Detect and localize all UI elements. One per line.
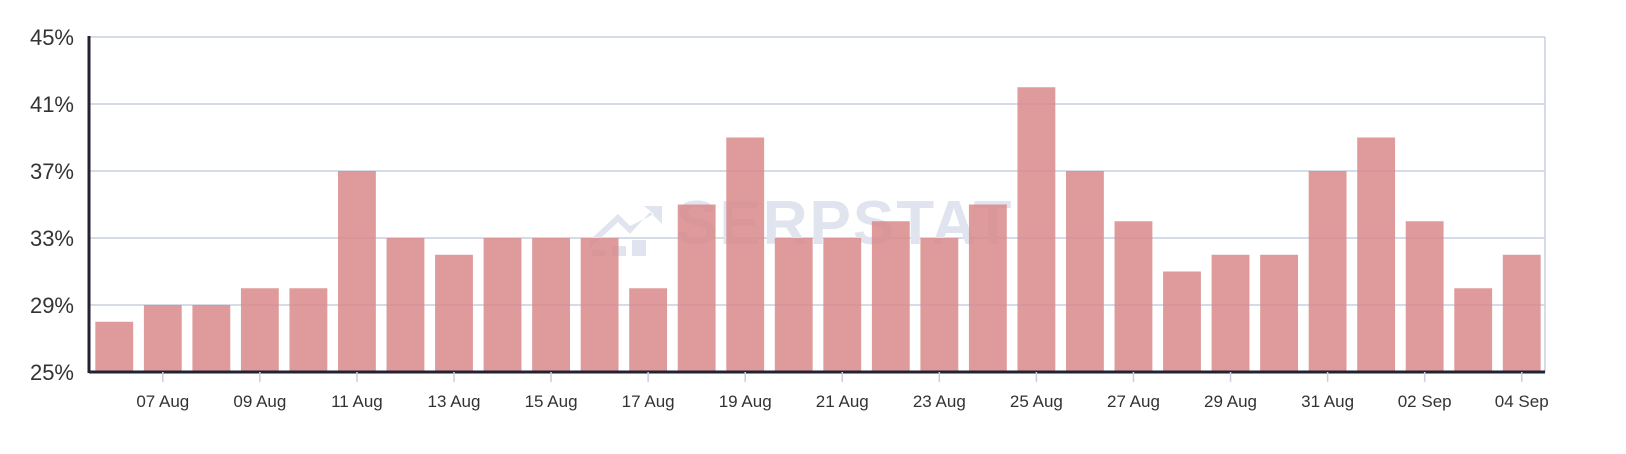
bar-08-aug[interactable] (192, 305, 231, 372)
y-axis-ticks: 25% 29% 33% 37% 41% 45% (30, 25, 74, 385)
x-tick-label: 21 Aug (816, 392, 869, 411)
bars (95, 87, 1541, 373)
bar-13-aug[interactable] (435, 254, 473, 372)
bar-11-aug[interactable] (338, 171, 376, 372)
x-tick-label: 04 Sep (1495, 392, 1549, 411)
bar-28-aug[interactable] (1163, 271, 1201, 373)
bar-22-aug[interactable] (871, 221, 910, 372)
bar-30-aug[interactable] (1260, 254, 1298, 372)
bar-01-sep[interactable] (1357, 137, 1396, 373)
x-tick-label: 15 Aug (525, 392, 578, 411)
y-tick-label: 45% (30, 25, 74, 50)
bar-06-aug[interactable] (95, 321, 134, 372)
y-tick-label: 37% (30, 159, 74, 184)
bar-16-aug[interactable] (580, 238, 619, 372)
x-tick-label: 09 Aug (233, 392, 286, 411)
y-tick-label: 25% (30, 360, 74, 385)
y-tick-label: 33% (30, 226, 74, 251)
x-tick-label: 29 Aug (1204, 392, 1257, 411)
bar-14-aug[interactable] (483, 238, 522, 372)
x-tick-label: 25 Aug (1010, 392, 1063, 411)
bar-25-aug[interactable] (1017, 87, 1056, 372)
bar-12-aug[interactable] (386, 238, 425, 372)
x-tick-label: 19 Aug (719, 392, 772, 411)
bar-02-sep[interactable] (1405, 221, 1444, 372)
bar-24-aug[interactable] (968, 204, 1007, 373)
bar-10-aug[interactable] (289, 288, 328, 372)
x-tick-label: 23 Aug (913, 392, 966, 411)
axes (87, 36, 1545, 374)
x-tick-label: 17 Aug (622, 392, 675, 411)
bar-29-aug[interactable] (1211, 254, 1250, 372)
bar-23-aug[interactable] (920, 238, 959, 372)
bar-26-aug[interactable] (1066, 171, 1104, 372)
x-tick-label: 27 Aug (1107, 392, 1160, 411)
x-tick-label: 11 Aug (331, 392, 383, 411)
bar-31-aug[interactable] (1308, 171, 1347, 372)
bar-27-aug[interactable] (1114, 221, 1153, 372)
y-tick-label: 29% (30, 293, 74, 318)
bar-18-aug[interactable] (677, 204, 716, 373)
x-tick-label: 02 Sep (1398, 392, 1452, 411)
bar-20-aug[interactable] (774, 238, 813, 372)
bar-17-aug[interactable] (629, 288, 668, 372)
x-tick-label: 13 Aug (428, 392, 481, 411)
bar-03-sep[interactable] (1454, 288, 1493, 372)
bar-15-aug[interactable] (532, 238, 570, 372)
bar-21-aug[interactable] (823, 238, 862, 372)
bar-19-aug[interactable] (726, 137, 765, 373)
x-tick-label: 07 Aug (136, 392, 189, 411)
bar-04-sep[interactable] (1502, 254, 1541, 372)
y-tick-label: 41% (30, 92, 74, 117)
x-axis-ticks: 07 Aug 09 Aug 11 Aug 13 Aug 15 Aug 17 Aug 19 A… (136, 372, 1549, 411)
bar-09-aug[interactable] (240, 288, 279, 372)
x-tick-label: 31 Aug (1301, 392, 1354, 411)
bar-07-aug[interactable] (143, 305, 182, 372)
